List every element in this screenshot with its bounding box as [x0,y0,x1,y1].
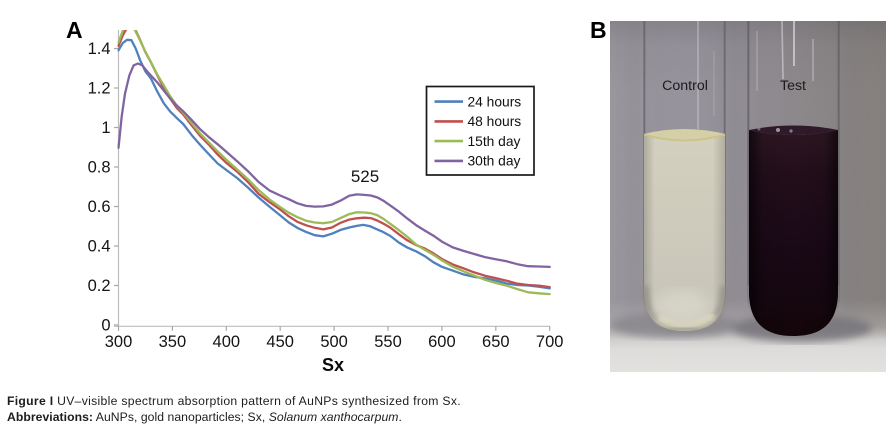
svg-text:1.2: 1.2 [88,80,111,98]
svg-text:1.4: 1.4 [88,40,111,58]
svg-text:0.4: 0.4 [88,238,111,256]
svg-text:15th day: 15th day [468,134,521,149]
svg-text:550: 550 [374,333,402,351]
svg-text:650: 650 [482,333,510,351]
svg-text:1: 1 [101,119,110,137]
svg-text:Test: Test [780,78,806,94]
svg-text:30th day: 30th day [468,154,521,169]
svg-text:700: 700 [536,333,564,351]
svg-text:24 hours: 24 hours [468,94,522,109]
svg-text:450: 450 [266,333,294,351]
svg-text:Control: Control [662,78,708,94]
svg-text:0.2: 0.2 [88,277,111,295]
svg-text:48 hours: 48 hours [468,114,522,129]
svg-text:500: 500 [320,333,348,351]
svg-text:600: 600 [428,333,456,351]
svg-text:0: 0 [101,317,110,335]
svg-text:300: 300 [105,333,133,351]
svg-text:0.8: 0.8 [88,159,111,177]
svg-text:Sx: Sx [322,355,344,375]
svg-text:0.6: 0.6 [88,198,111,216]
svg-text:350: 350 [159,333,187,351]
svg-text:400: 400 [213,333,241,351]
svg-text:525: 525 [351,167,379,186]
